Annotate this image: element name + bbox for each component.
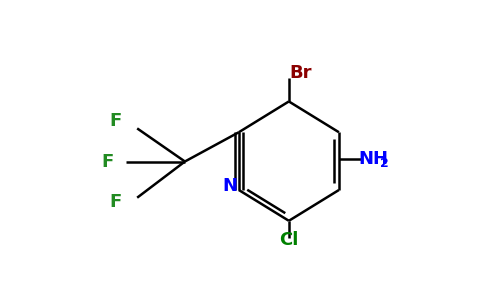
Text: Cl: Cl [279,231,299,249]
Text: F: F [102,152,114,170]
Text: 2: 2 [380,157,389,169]
Text: F: F [109,112,122,130]
Text: NH: NH [358,150,388,168]
Text: N: N [222,177,237,195]
Text: F: F [109,193,122,211]
Text: Br: Br [289,64,312,82]
